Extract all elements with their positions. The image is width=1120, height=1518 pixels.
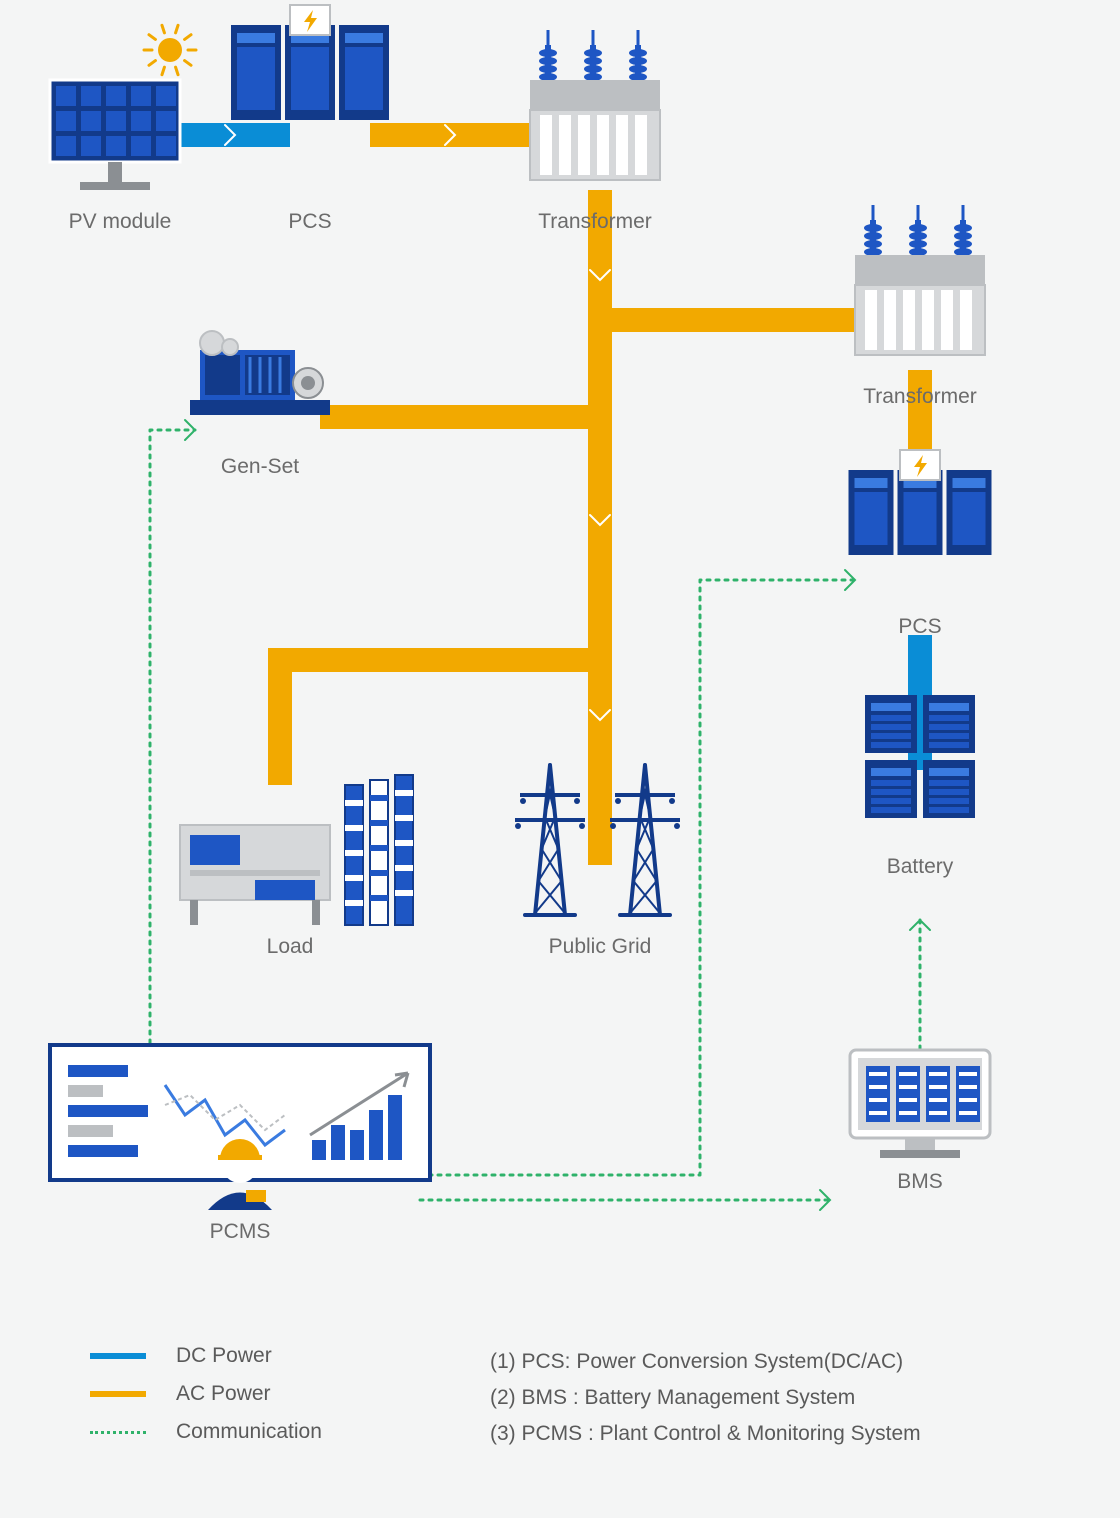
label-pcs1: PCS: [210, 210, 410, 234]
label-grid: Public Grid: [500, 935, 700, 959]
legend-label-ac: AC Power: [176, 1382, 271, 1406]
legend-swatch-ac: [90, 1391, 146, 1397]
definitions: (1) PCS: Power Conversion System(DC/AC) …: [490, 1350, 921, 1458]
label-pcs2: PCS: [820, 615, 1020, 639]
label-transformer2: Transformer: [820, 385, 1020, 409]
legend-label-comm: Communication: [176, 1420, 322, 1444]
legend-swatch-comm: [90, 1431, 146, 1434]
legend-swatch-dc: [90, 1353, 146, 1359]
definition-3: (3) PCMS : Plant Control & Monitoring Sy…: [490, 1422, 921, 1446]
label-transformer1: Transformer: [495, 210, 695, 234]
legend-item-ac: AC Power: [90, 1382, 322, 1406]
definition-1: (1) PCS: Power Conversion System(DC/AC): [490, 1350, 921, 1374]
definition-2: (2) BMS : Battery Management System: [490, 1386, 921, 1410]
legend-item-comm: Communication: [90, 1420, 322, 1444]
label-pcms: PCMS: [140, 1220, 340, 1244]
label-load: Load: [190, 935, 390, 959]
legend-label-dc: DC Power: [176, 1344, 272, 1368]
label-genset: Gen-Set: [160, 455, 360, 479]
label-bms: BMS: [820, 1170, 1020, 1194]
label-battery: Battery: [820, 855, 1020, 879]
legend-item-dc: DC Power: [90, 1344, 322, 1368]
label-pv: PV module: [20, 210, 220, 234]
legend: DC Power AC Power Communication: [90, 1344, 322, 1458]
